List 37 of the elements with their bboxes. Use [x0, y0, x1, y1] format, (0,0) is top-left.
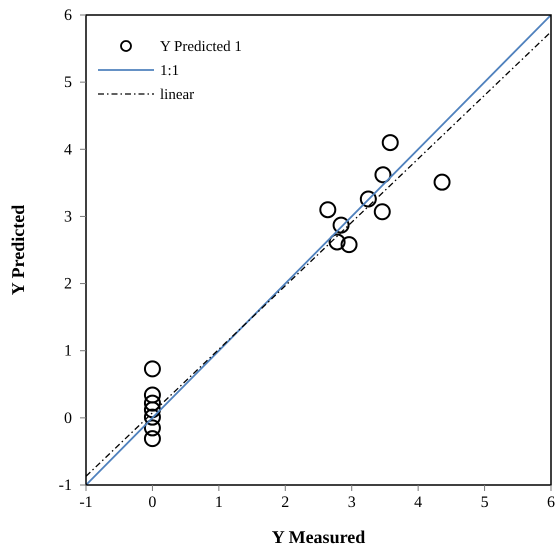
x-axis-title: Y Measured	[272, 527, 366, 547]
legend-label: linear	[160, 87, 194, 103]
x-tick-label: 6	[547, 494, 555, 511]
x-tick-label: -1	[79, 494, 93, 511]
y-tick-label: 6	[64, 7, 72, 24]
point	[340, 236, 358, 254]
point	[374, 203, 391, 220]
point	[144, 394, 161, 412]
y-tick-label: 2	[64, 276, 72, 293]
x-tick-label: 5	[480, 494, 489, 511]
y-tick-label: 4	[64, 141, 72, 158]
y-tick-label: 3	[64, 208, 72, 226]
point	[382, 134, 399, 152]
point	[144, 401, 161, 418]
point	[328, 233, 346, 250]
point	[332, 216, 350, 234]
point	[144, 419, 161, 436]
y-tick-label: 1	[64, 342, 72, 360]
point	[374, 166, 392, 184]
legend-label: 1:1	[160, 63, 180, 79]
point	[434, 174, 451, 191]
point	[144, 386, 161, 404]
y-axis-title: Y Predicted	[8, 204, 28, 296]
x-tick-label: 3	[348, 494, 356, 511]
point	[144, 430, 161, 448]
x-tick-label: 2	[281, 494, 290, 511]
legend-label: Y Predicted 1	[160, 39, 242, 55]
x-tick-label: 1	[214, 494, 223, 511]
y-tick-label: -1	[58, 477, 72, 494]
point	[144, 360, 161, 378]
point	[319, 201, 336, 218]
x-tick-label: 0	[148, 494, 156, 511]
y-tick-label: 0	[64, 410, 72, 427]
y-tick-label: 5	[64, 74, 72, 92]
point	[360, 190, 377, 208]
x-tick-label: 4	[414, 494, 422, 511]
point	[144, 408, 161, 426]
